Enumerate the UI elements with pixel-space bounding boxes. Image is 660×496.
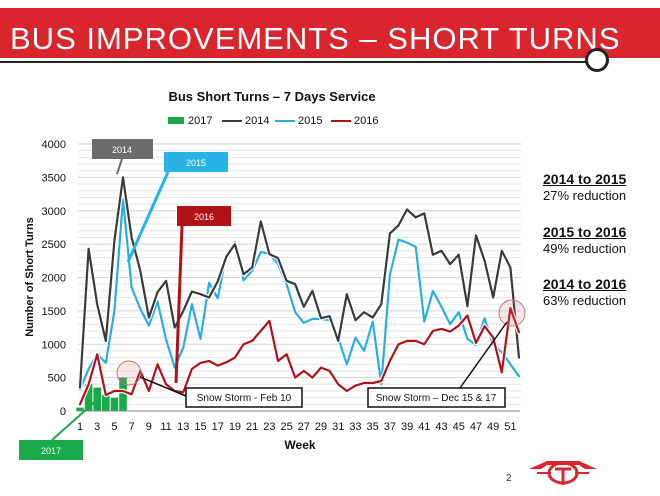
y-tick-label: 1500 <box>42 306 66 318</box>
callout-2017: 2017 <box>19 398 99 460</box>
y-tick-label: 2000 <box>42 273 66 285</box>
ttc-logo-icon <box>529 461 597 485</box>
chart-title: Bus Short Turns – 7 Days Service <box>168 89 375 104</box>
x-tick-label: 43 <box>435 421 447 433</box>
annotation-dec: Snow Storm – Dec 15 & 17 <box>367 299 526 408</box>
summary-heading: 2014 to 2016 <box>543 276 627 292</box>
x-tick-label: 17 <box>212 421 224 433</box>
annotation-dec-text: Snow Storm – Dec 15 & 17 <box>376 393 497 404</box>
bar-2017 <box>76 407 84 411</box>
x-tick-label: 1 <box>77 421 83 433</box>
callout-2014: 2014 <box>92 139 153 175</box>
x-tick-label: 35 <box>367 421 379 433</box>
y-axis-title: Number of Short Turns <box>24 217 36 337</box>
x-tick-label: 25 <box>280 421 292 433</box>
summary-value: 63% reduction <box>543 293 627 308</box>
bar-2017 <box>110 397 119 411</box>
x-tick-label: 5 <box>111 421 117 433</box>
highlight-circle-feb10 <box>116 360 142 386</box>
y-tick-label: 0 <box>60 406 66 418</box>
bar-2017 <box>84 384 93 411</box>
title-bar: BUS IMPROVEMENTS – SHORT TURNS <box>0 8 660 58</box>
x-tick-labels: 1 3 5 7 9 11 13 15 17 19 21 23 25 27 29 31 33 35 37 39 41 43 4… <box>77 421 517 433</box>
callout-2017-label: 2017 <box>41 446 61 456</box>
legend-label-2016: 2016 <box>354 115 378 127</box>
y-tick-label: 4000 <box>42 139 66 151</box>
x-tick-label: 41 <box>418 421 430 433</box>
series-line-2015 <box>78 198 521 391</box>
y-tick-label: 1000 <box>42 339 66 351</box>
slide-title: BUS IMPROVEMENTS – SHORT TURNS <box>10 21 621 56</box>
x-tick-label: 39 <box>401 421 413 433</box>
highlight-circle-dec <box>498 299 526 327</box>
legend-label-2015: 2015 <box>298 115 322 127</box>
y-tick-label: 3500 <box>42 172 66 184</box>
title-divider <box>0 61 590 63</box>
callout-2016: 2016 <box>174 206 231 384</box>
x-tick-label: 13 <box>177 421 189 433</box>
summary-heading: 2014 to 2015 <box>543 171 627 187</box>
x-tick-label: 31 <box>332 421 344 433</box>
x-tick-label: 19 <box>229 421 241 433</box>
callout-2016-label: 2016 <box>194 212 214 222</box>
series-lines <box>77 175 522 407</box>
page-number: 2 <box>506 473 512 484</box>
y-tick-labels: 0 500 1000 1500 2000 2500 3000 3500 4000 <box>42 139 66 418</box>
legend-swatch-2017 <box>168 117 184 124</box>
series-halo-2014 <box>77 175 522 390</box>
legend-label-2017: 2017 <box>188 115 212 127</box>
x-tick-label: 9 <box>146 421 152 433</box>
x-tick-label: 33 <box>349 421 361 433</box>
x-tick-label: 45 <box>453 421 465 433</box>
x-tick-label: 27 <box>298 421 310 433</box>
callout-2015: 2015 <box>126 152 228 263</box>
summary-value: 49% reduction <box>543 241 627 256</box>
series-line-2014 <box>78 176 521 389</box>
x-tick-label: 29 <box>315 421 327 433</box>
summary-2014-2015: 2014 to 2015 27% reduction <box>543 171 626 203</box>
legend: 2017 2014 2015 2016 <box>168 115 378 127</box>
y-tick-label: 3000 <box>42 206 66 218</box>
y-tick-label: 500 <box>48 373 66 385</box>
title-ring-icon <box>585 48 609 72</box>
summary-2015-2016: 2015 to 2016 49% reduction <box>543 224 626 256</box>
x-tick-label: 3 <box>94 421 100 433</box>
x-tick-label: 49 <box>487 421 499 433</box>
summary-value: 27% reduction <box>543 188 627 203</box>
summary-2014-2016: 2014 to 2016 63% reduction <box>543 276 626 308</box>
callout-2015-label: 2015 <box>186 158 206 168</box>
summary-heading: 2015 to 2016 <box>543 224 627 240</box>
x-tick-label: 47 <box>470 421 482 433</box>
x-tick-label: 21 <box>246 421 258 433</box>
legend-label-2014: 2014 <box>245 115 269 127</box>
x-axis-title: Week <box>284 438 315 452</box>
series-line-2016 <box>78 307 521 406</box>
x-tick-label: 15 <box>194 421 206 433</box>
x-tick-label: 51 <box>504 421 516 433</box>
bar-2017 <box>102 394 110 411</box>
x-tick-label: 23 <box>263 421 275 433</box>
x-tick-label: 11 <box>160 421 171 433</box>
annotation-feb10-text: Snow Storm - Feb 10 <box>197 393 292 404</box>
annotation-feb10: Snow Storm - Feb 10 <box>116 360 303 408</box>
x-tick-label: 7 <box>129 421 135 433</box>
callout-2014-label: 2014 <box>112 145 132 155</box>
bar-2017 <box>119 377 127 411</box>
gridlines <box>78 143 521 405</box>
y-tick-label: 2500 <box>42 239 66 251</box>
x-tick-label: 37 <box>384 421 396 433</box>
